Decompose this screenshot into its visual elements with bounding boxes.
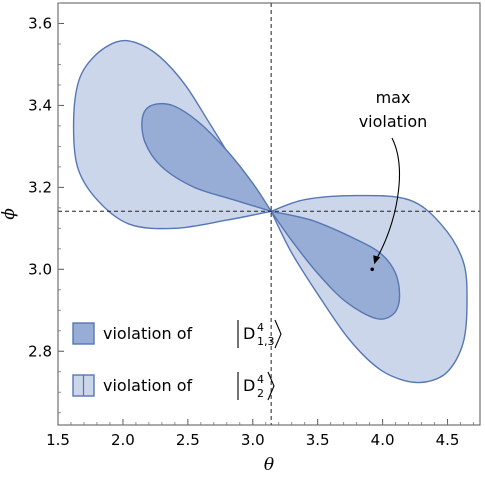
legend-label: violation of [103,376,192,395]
ket-superscript: 4 [257,373,264,386]
x-tick-label: 3.0 [241,431,265,449]
arrow-head [373,255,381,265]
violation-region-2 [141,102,273,213]
annotation-arrow [375,137,400,260]
x-tick-label: 2.0 [111,431,135,449]
y-tick-label: 3.0 [28,260,52,278]
violation-region-3 [269,210,401,320]
annotation-text-line: max [376,88,411,107]
ket-symbol: D [243,324,255,343]
annotation-text-line: violation [359,112,428,131]
y-axis-ticks: 2.8 3.0 3.2 3.4 3.6 [28,2,64,414]
legend-entry: violation of D 41,3 [72,319,282,349]
x-tick-label: 1.5 [46,431,70,449]
x-tick-label: 2.5 [176,431,200,449]
y-tick-label: 3.4 [28,96,52,114]
ket-symbol: D [243,376,255,395]
y-tick-label: 2.8 [28,342,52,360]
plot-frame [57,2,481,426]
max-violation-annotation: max violation [359,88,428,272]
y-tick-label: 3.2 [28,178,52,196]
x-axis-ticks: 1.5 2.0 2.5 3.0 3.5 4.0 4.5 [46,419,474,449]
ket-subscript: 1,3 [257,335,275,348]
legend-label: violation of [103,324,192,343]
x-tick-label: 4.0 [371,431,395,449]
ket-angle-bracket [274,319,282,349]
ket-angle-bracket [267,371,275,401]
reference-lines [58,3,480,425]
legend-entry: violation of D 42 [72,371,275,401]
y-axis-label: ϕ [0,208,19,220]
ket-superscript: 4 [257,321,264,334]
violation-regions [72,39,468,384]
x-axis-label: θ [264,455,274,475]
legend-swatch [72,322,95,345]
y-tick-label: 3.6 [28,14,52,32]
max-violation-point [370,267,375,272]
ket-subscript: 2 [257,387,264,400]
x-tick-label: 4.5 [436,431,460,449]
x-tick-label: 3.5 [306,431,330,449]
